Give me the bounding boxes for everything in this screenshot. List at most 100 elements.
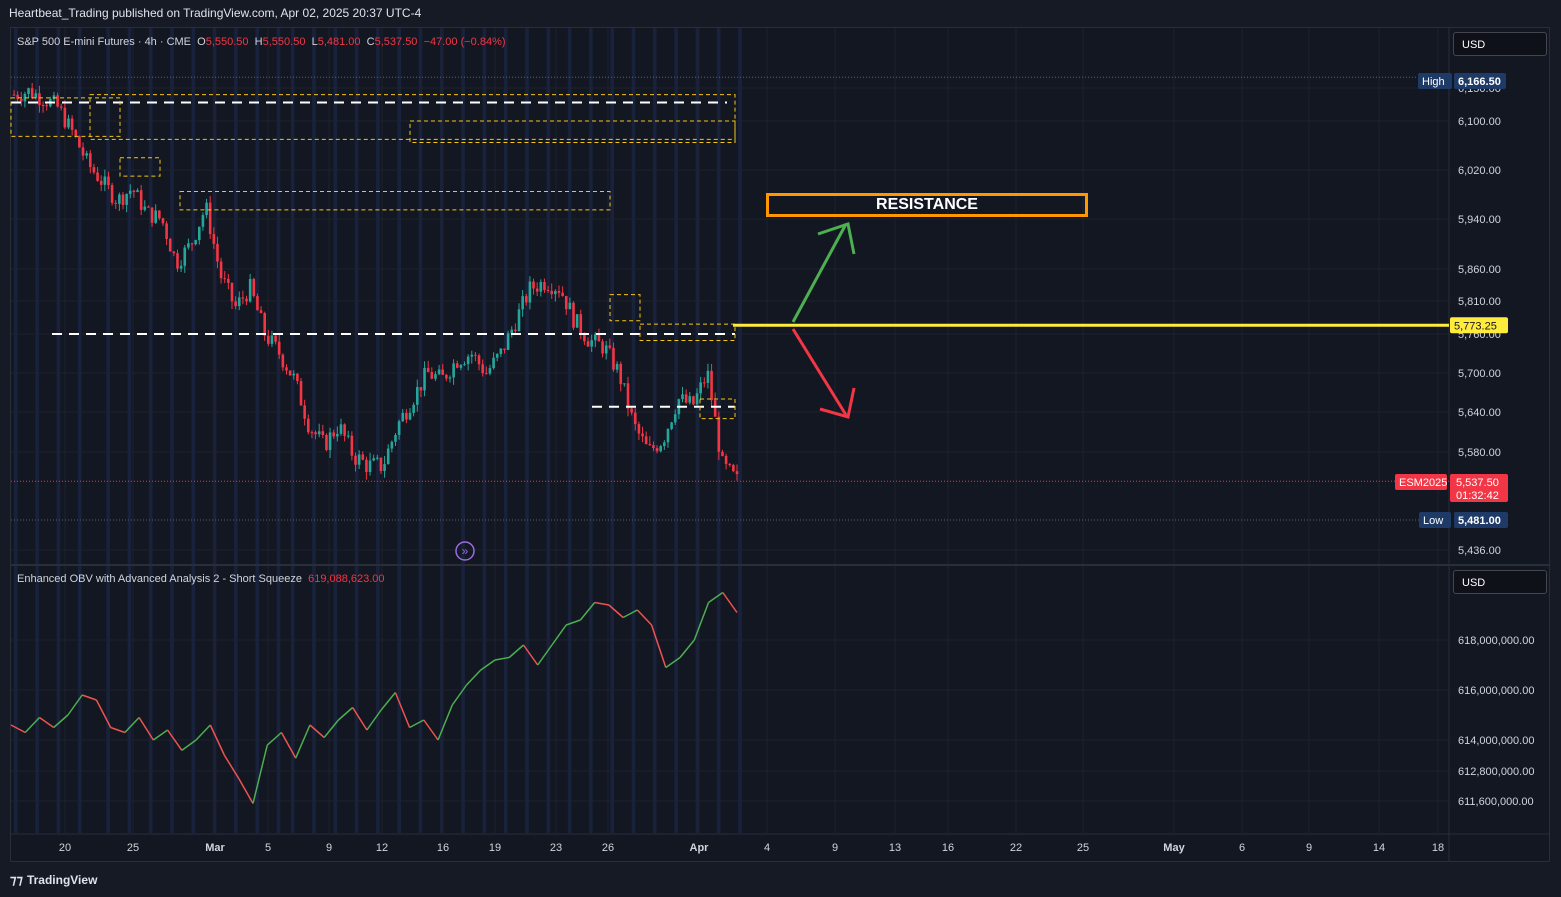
candle-body (717, 416, 721, 452)
candles (12, 82, 739, 481)
obv-segment (223, 755, 240, 779)
obv-segment (24, 716, 41, 734)
candle-body (176, 253, 179, 269)
candle-body (114, 202, 118, 204)
candle-body (703, 382, 706, 384)
candle-body (332, 432, 336, 437)
candle-body (314, 432, 317, 435)
candle-body (161, 218, 165, 224)
candle-body (12, 94, 16, 96)
obv-segment (636, 609, 653, 626)
candle-body (150, 207, 154, 223)
obv-segment (451, 684, 468, 706)
session-stripe (482, 28, 487, 833)
time-tick-label: 25 (1077, 842, 1089, 854)
candle-body (688, 396, 692, 403)
currency-button-main[interactable]: USD (1453, 32, 1547, 56)
candle-body (528, 281, 532, 303)
candle-body (655, 448, 659, 452)
time-tick-label: Mar (205, 842, 225, 854)
candle-body (532, 281, 535, 289)
candle-body (386, 448, 390, 465)
candle-body (506, 333, 510, 350)
obv-segment (579, 602, 596, 621)
candle-body (554, 291, 557, 295)
candle-body (52, 95, 56, 100)
currency-button-indicator[interactable]: USD (1453, 570, 1547, 594)
candle-body (684, 394, 688, 403)
down-arrow (791, 328, 848, 416)
candle-body (666, 429, 670, 443)
candle-body (365, 459, 368, 472)
candle-body (118, 194, 121, 204)
candle-body (343, 424, 346, 436)
candle-body (194, 240, 197, 245)
candle-body (394, 434, 397, 442)
candle-body (470, 354, 474, 357)
candle-body (445, 374, 448, 379)
candle-body (597, 334, 601, 342)
change-value: −47.00 (−0.84%) (423, 36, 506, 48)
obv-segment (423, 719, 439, 741)
session-stripe (589, 28, 593, 833)
candle-body (168, 239, 172, 252)
candle-body (88, 153, 92, 168)
candle-body (397, 421, 401, 435)
candle-body (45, 105, 48, 107)
tradingview-logo[interactable]: ⁊⁊ TradingView (10, 872, 97, 888)
obv-segment (380, 692, 396, 711)
candle-body (426, 367, 430, 373)
candle-body (303, 405, 306, 419)
session-stripes (14, 28, 742, 833)
candle-body (267, 335, 270, 344)
last-price-tag-bg (1450, 474, 1508, 502)
resistance-box[interactable]: RESISTANCE (766, 193, 1088, 217)
candle-body (310, 432, 314, 434)
candle-body (30, 88, 34, 99)
obv-segment (494, 656, 510, 661)
obv-segment (138, 717, 154, 741)
gridlines (11, 28, 1449, 833)
zone-outline (89, 94, 736, 140)
session-stripe (290, 28, 295, 833)
candle-body (328, 432, 332, 451)
zone-outline (609, 294, 641, 322)
chart-frame[interactable] (10, 27, 1550, 862)
candle-body (128, 190, 132, 194)
session-stripe (418, 28, 423, 833)
replay-icon-glyph: » (462, 544, 469, 558)
candle-body (248, 279, 252, 302)
candle-body (430, 372, 434, 379)
obv-segment (551, 624, 567, 646)
time-tick-label: 19 (489, 842, 501, 854)
price-tick-label: 5,940.00 (1458, 214, 1501, 226)
candle-body (463, 364, 466, 366)
candle-body (557, 291, 561, 293)
candle-body (503, 348, 506, 350)
time-tick-label: 25 (127, 842, 139, 854)
candle-body (277, 341, 281, 355)
candle-body (325, 435, 328, 451)
high-tag-bg (1418, 73, 1452, 89)
obv-segment (152, 729, 169, 741)
candle-body (245, 298, 248, 302)
candle-body (208, 202, 212, 235)
candle-body (219, 261, 223, 279)
candle-body (252, 279, 256, 297)
candle-body (103, 176, 107, 185)
obv-segment (181, 739, 197, 751)
session-stripe (276, 28, 281, 833)
obv-segment (708, 591, 724, 604)
candle-body (165, 223, 168, 240)
candle-body (390, 441, 394, 449)
candle-body (586, 341, 590, 347)
candle-body (110, 185, 114, 203)
candle-body (699, 382, 702, 394)
time-tick-label: 23 (550, 842, 562, 854)
candle-body (147, 206, 150, 208)
candle-body (612, 347, 615, 370)
obv-segment (53, 714, 69, 729)
obv-tick-label: 618,000,000.00 (1458, 635, 1534, 647)
candle-body (16, 94, 19, 99)
